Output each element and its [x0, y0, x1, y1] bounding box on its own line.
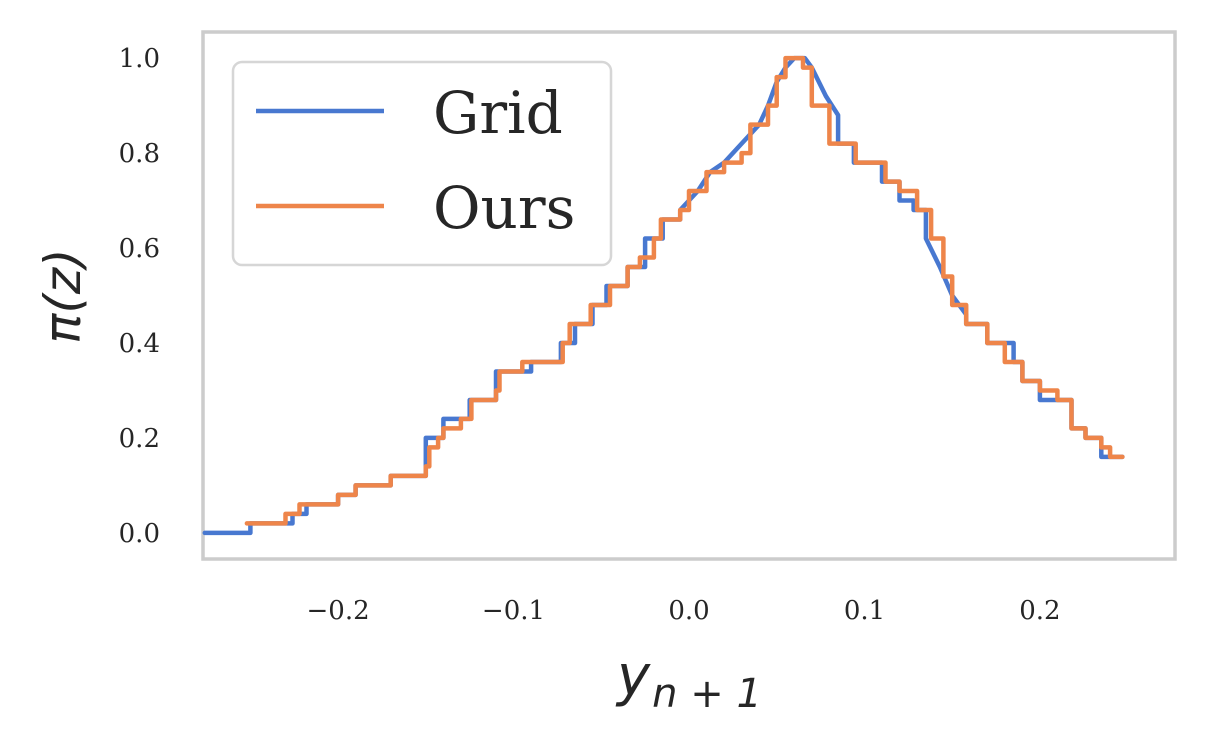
x-tick-label: −0.2: [307, 596, 370, 626]
y-tick-label: 0.2: [119, 424, 160, 454]
x-tick-label: 0.0: [668, 596, 709, 626]
y-tick-label: 0.8: [119, 139, 160, 169]
x-axis-label: yn + 1: [615, 644, 762, 717]
series-layer: [202, 55, 1125, 536]
legend-label-ours: Ours: [433, 174, 575, 242]
y-tick-label: 0.4: [119, 329, 160, 359]
y-tick-labels: 0.0 0.2 0.4 0.6 0.8 1.0: [119, 44, 160, 549]
legend: Grid Ours: [231, 60, 613, 267]
x-tick-label: 0.2: [1019, 596, 1060, 626]
x-tick-labels: −0.2 −0.1 0.0 0.1 0.2: [307, 596, 1061, 626]
y-axis-label: π(z): [34, 248, 92, 343]
x-tick-label: 0.1: [844, 596, 885, 626]
y-tick-label: 1.0: [119, 44, 160, 74]
series-line-ours: [244, 55, 1125, 526]
x-tick-label: −0.1: [482, 596, 545, 626]
y-tick-label: 0.6: [119, 234, 160, 264]
legend-label-grid: Grid: [433, 79, 563, 147]
y-tick-label: 0.0: [119, 519, 160, 549]
